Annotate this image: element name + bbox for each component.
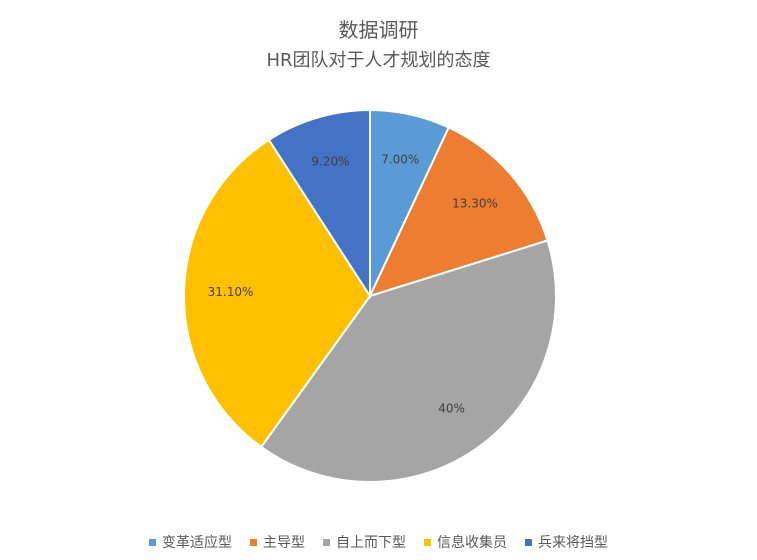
legend-item-4: 兵来将挡型	[525, 532, 608, 552]
pie-slices	[183, 108, 557, 483]
legend-label-0: 变革适应型	[162, 535, 232, 551]
pie-data-labels: 7.00% 13.30% 40% 31.10% 9.20%	[208, 152, 498, 415]
pie-data-label-0: 7.00%	[381, 152, 419, 166]
legend-swatch-0	[149, 538, 156, 546]
pie-data-label-2: 40%	[438, 402, 465, 416]
legend-label-4: 兵来将挡型	[538, 535, 608, 551]
chart-title: 数据调研	[338, 18, 419, 42]
pie-slice-4	[267, 108, 371, 300]
legend-label-3: 信息收集员	[437, 535, 507, 551]
legend-item-1: 主导型	[250, 532, 305, 552]
legend-swatch-3	[424, 538, 431, 546]
pie-slice-2	[259, 239, 557, 483]
pie-data-label-1: 13.30%	[452, 197, 498, 211]
legend-swatch-4	[525, 538, 532, 546]
legend-label-2: 自上而下型	[336, 535, 406, 551]
legend-item-2: 自上而下型	[323, 532, 406, 552]
legend: 变革适应型 主导型 自上而下型 信息收集员 兵来将挡型	[0, 532, 757, 552]
legend-item-3: 信息收集员	[424, 532, 507, 552]
pie-data-label-4: 9.20%	[311, 155, 349, 169]
legend-label-1: 主导型	[263, 535, 305, 551]
pie-slice-3	[183, 138, 372, 449]
legend-item-0: 变革适应型	[149, 532, 232, 552]
chart-subtitle: HR团队对于人才规划的态度	[266, 50, 491, 71]
legend-swatch-2	[323, 538, 330, 546]
pie-data-label-3: 31.10%	[208, 285, 254, 299]
legend-swatch-1	[250, 538, 257, 546]
